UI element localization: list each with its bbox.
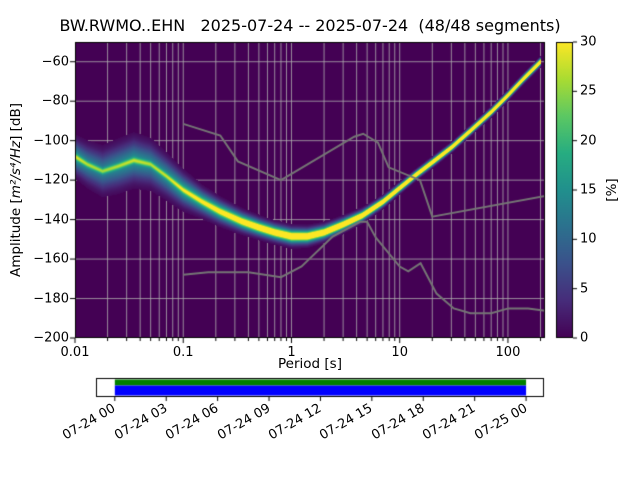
y-tick-label: −60 bbox=[41, 54, 69, 70]
colorbar-tick-label: 15 bbox=[580, 182, 597, 198]
x-tick-label: 0.1 bbox=[172, 345, 194, 360]
colorbar-label: [%] bbox=[604, 178, 620, 202]
colorbar-tick-label: 25 bbox=[580, 83, 597, 99]
x-tick-label: 1 bbox=[287, 345, 296, 360]
y-axis-label-units: m²/s⁴/Hz bbox=[8, 140, 24, 199]
y-tick-label: −100 bbox=[33, 133, 69, 149]
y-tick-label: −180 bbox=[33, 291, 69, 307]
y-axis-label-suffix: ] [dB] bbox=[8, 102, 24, 141]
y-axis-label: Amplitude [m²/s⁴/Hz] [dB] bbox=[8, 103, 24, 277]
y-tick-label: −120 bbox=[33, 172, 69, 188]
x-axis-label: Period [s] bbox=[278, 356, 342, 372]
colorbar-tick-label: 20 bbox=[580, 133, 597, 149]
colorbar-tick-label: 10 bbox=[580, 231, 597, 247]
x-tick-label: 100 bbox=[495, 345, 521, 360]
chart-title: BW.RWMO..EHN 2025-07-24 -- 2025-07-24 (4… bbox=[59, 16, 561, 35]
y-axis-label-prefix: Amplitude [ bbox=[8, 198, 24, 278]
x-tick-label: 0.01 bbox=[60, 345, 90, 360]
colorbar-tick-label: 0 bbox=[580, 330, 589, 346]
y-tick-label: −160 bbox=[33, 251, 69, 267]
x-tick-label: 10 bbox=[391, 345, 408, 360]
y-tick-label: −200 bbox=[33, 330, 69, 346]
y-tick-label: −80 bbox=[41, 93, 69, 109]
colorbar-tick-label: 30 bbox=[580, 34, 597, 50]
colorbar-tick-label: 5 bbox=[580, 281, 589, 297]
y-tick-label: −140 bbox=[33, 212, 69, 228]
